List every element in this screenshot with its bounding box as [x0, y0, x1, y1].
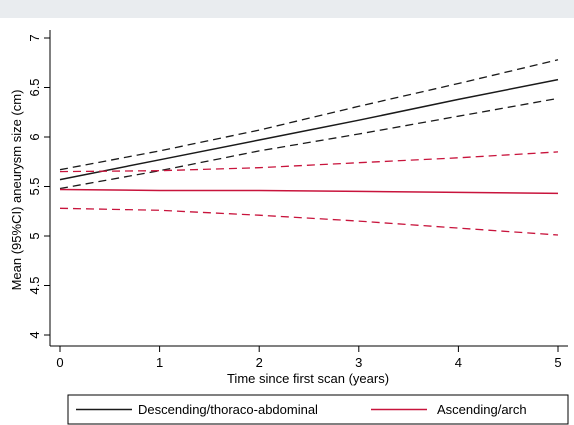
- y-tick-label: 6.5: [27, 78, 42, 96]
- legend: Descending/thoraco-abdominal Ascending/a…: [67, 394, 569, 425]
- y-tick-label: 6: [27, 133, 42, 140]
- series-descending-ci-upper: [59, 59, 559, 171]
- x-tick-label: 2: [256, 355, 263, 370]
- x-tick-label: 5: [554, 355, 561, 370]
- legend-label-descending: Descending/thoraco-abdominal: [138, 402, 318, 417]
- series-ascending-ci-upper: [59, 151, 559, 173]
- series-ascending-ci-lower: [59, 207, 559, 236]
- y-axis-title: Mean (95%CI) aneurysm size (cm): [9, 90, 24, 291]
- legend-label-ascending: Ascending/arch: [437, 402, 527, 417]
- x-tick-label: 4: [455, 355, 462, 370]
- top-band: [0, 0, 574, 18]
- x-tick-label: 0: [56, 355, 63, 370]
- legend-box: [67, 394, 569, 425]
- series-ascending-mean-line: [59, 188, 559, 195]
- y-tick-label: 7: [27, 34, 42, 41]
- plot-region: 0 1 2 3 4 5 4 4.5 5 5.5 6 6.5 7: [27, 30, 568, 370]
- y-tick-label: 5.5: [27, 177, 42, 195]
- series-layer: [59, 59, 559, 236]
- y-tick-label: 5: [27, 232, 42, 239]
- y-tick-label: 4.5: [27, 276, 42, 294]
- x-axis-title: Time since first scan (years): [227, 371, 389, 386]
- x-ticks: 0 1 2 3 4 5: [56, 346, 562, 370]
- series-descending-ci-lower: [59, 97, 559, 190]
- series-descending-mean-line: [59, 78, 559, 181]
- y-tick-label: 4: [27, 331, 42, 338]
- x-tick-label: 3: [355, 355, 362, 370]
- y-ticks: 4 4.5 5 5.5 6 6.5 7: [27, 34, 50, 339]
- x-tick-label: 1: [156, 355, 163, 370]
